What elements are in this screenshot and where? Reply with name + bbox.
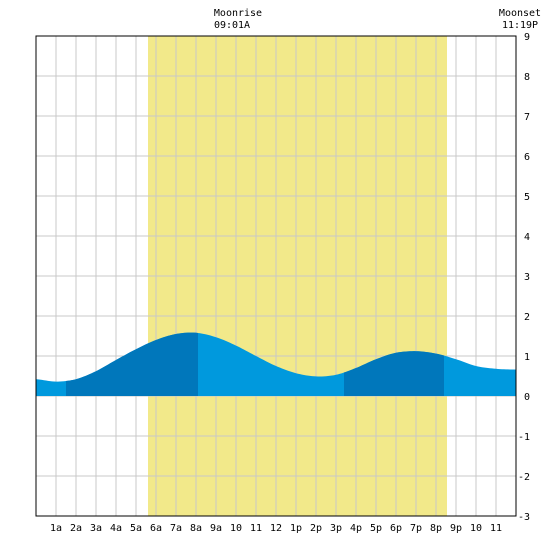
y-tick-label: -2 <box>518 472 530 483</box>
tide-area-shaded <box>344 351 444 396</box>
x-tick-label: 12 <box>270 523 282 534</box>
x-tick-label: 6p <box>390 523 402 534</box>
x-tick-label: 11 <box>490 523 502 534</box>
tide-area-shaded <box>66 332 198 396</box>
x-tick-label: 5a <box>130 523 142 534</box>
x-tick-label: 8a <box>190 523 202 534</box>
moonset-label: Moonset <box>499 8 541 19</box>
x-tick-label: 5p <box>370 523 382 534</box>
moonset-time: 11:19P <box>502 20 538 31</box>
y-tick-label: 6 <box>524 152 530 163</box>
y-tick-label: 8 <box>524 72 530 83</box>
x-tick-label: 11 <box>250 523 262 534</box>
y-tick-label: -1 <box>518 432 530 443</box>
x-tick-label: 10 <box>230 523 242 534</box>
x-tick-label: 9p <box>450 523 462 534</box>
y-tick-label: 4 <box>524 232 530 243</box>
x-tick-label: 7a <box>170 523 182 534</box>
y-tick-label: 1 <box>524 352 530 363</box>
moonrise-label: Moonrise <box>214 8 262 19</box>
x-tick-label: 3a <box>90 523 102 534</box>
y-tick-label: 5 <box>524 192 530 203</box>
x-tick-label: 10 <box>470 523 482 534</box>
y-tick-label: 2 <box>524 312 530 323</box>
x-tick-label: 6a <box>150 523 162 534</box>
y-tick-label: 7 <box>524 112 530 123</box>
y-tick-label: 9 <box>524 32 530 43</box>
x-tick-label: 1a <box>50 523 62 534</box>
y-tick-label: 3 <box>524 272 530 283</box>
x-tick-label: 7p <box>410 523 422 534</box>
x-tick-label: 8p <box>430 523 442 534</box>
x-tick-label: 4a <box>110 523 122 534</box>
x-tick-label: 9a <box>210 523 222 534</box>
plot-frame <box>35 35 517 517</box>
x-tick-label: 1p <box>290 523 302 534</box>
y-tick-label: 0 <box>524 392 530 403</box>
x-tick-label: 4p <box>350 523 362 534</box>
x-tick-label: 3p <box>330 523 342 534</box>
y-tick-label: -3 <box>518 512 530 523</box>
x-tick-label: 2p <box>310 523 322 534</box>
moonrise-time: 09:01A <box>214 20 250 31</box>
x-tick-label: 2a <box>70 523 82 534</box>
